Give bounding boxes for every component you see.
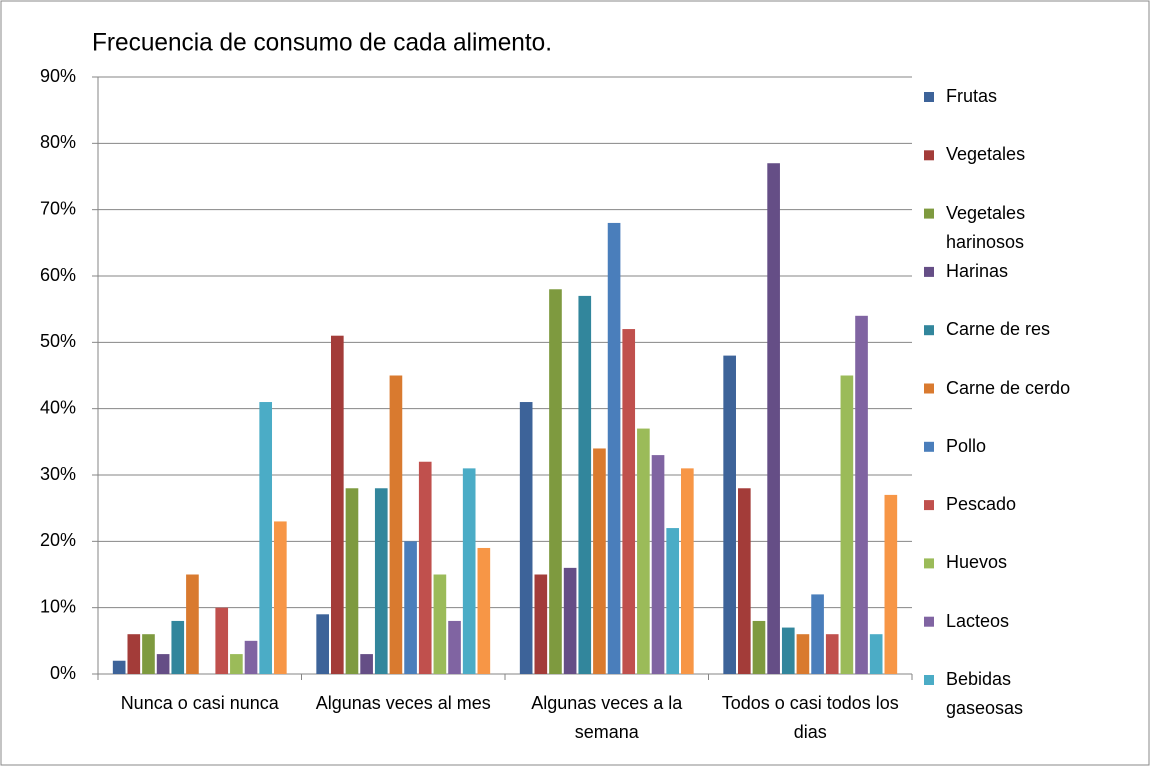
bar: [448, 620, 461, 674]
bar: [374, 488, 388, 674]
legend-label: Frutas: [946, 86, 998, 106]
legend-label: Harinas: [946, 260, 1009, 281]
legend-swatch: [924, 441, 934, 452]
y-tick-label: 30%: [40, 464, 76, 484]
x-tick-label: Todos o casi todos los dias: [721, 693, 899, 742]
legend-label: Carne de cerdo: [946, 377, 1071, 398]
legend-label: Vegetales harinosos: [946, 202, 1026, 252]
x-tick-label: Nunca o casi nunca: [120, 693, 279, 713]
bar: [840, 375, 854, 674]
bar: [404, 541, 417, 674]
legend-label: Pollo: [946, 435, 987, 456]
legend-label: Huevos: [946, 552, 1008, 573]
legend-swatch: [924, 675, 934, 685]
legend-swatch: [924, 92, 934, 102]
x-tick-label: Algunas veces al mes: [315, 693, 491, 713]
y-tick-label: 90%: [40, 66, 76, 86]
bar: [723, 355, 736, 674]
bar: [825, 634, 839, 674]
bar: [767, 163, 780, 674]
legend-swatch: [924, 325, 934, 336]
bar: [752, 620, 766, 674]
y-tick-label: 60%: [40, 265, 76, 285]
legend-label: Bebidas gaseosas: [946, 669, 1024, 718]
legend-label: Lacteos: [946, 610, 1010, 631]
bar: [519, 402, 533, 674]
legend-swatch: [924, 150, 934, 161]
y-tick-label: 40%: [40, 397, 76, 417]
bar: [681, 468, 694, 674]
bar: [651, 455, 665, 674]
bar: [855, 315, 868, 674]
bar: [666, 528, 680, 674]
bar: [418, 461, 432, 674]
bar: [737, 488, 751, 674]
bar: [477, 547, 491, 674]
bar: [244, 640, 258, 674]
bar: [578, 295, 592, 674]
bar: [215, 607, 229, 674]
bar: [593, 448, 606, 674]
legend-swatch: [924, 383, 934, 394]
bar: [389, 375, 403, 674]
bar: [781, 627, 795, 674]
legend-swatch: [924, 500, 934, 511]
bar: [811, 594, 824, 674]
bar: [345, 488, 359, 674]
bar: [796, 634, 810, 674]
bar: [156, 654, 170, 674]
bar: [142, 634, 155, 674]
bar: [171, 620, 185, 674]
bar: [622, 329, 636, 674]
bar: [462, 468, 476, 674]
bar: [869, 634, 883, 674]
bar: [186, 574, 199, 674]
legend-label: Pescado: [946, 494, 1017, 515]
y-tick-label: 70%: [40, 198, 76, 218]
y-tick-label: 80%: [40, 132, 76, 152]
legend-swatch: [924, 266, 934, 277]
legend-label: Carne de res: [946, 319, 1051, 340]
y-tick-label: 20%: [40, 530, 76, 550]
bar: [230, 654, 243, 674]
bar: [274, 521, 287, 674]
bar: [563, 567, 577, 674]
bar: [360, 654, 373, 674]
bar: [534, 574, 548, 674]
bar: [549, 289, 562, 674]
bar: [316, 614, 329, 674]
bar: [433, 574, 447, 674]
legend-label: Vegetales: [946, 144, 1026, 165]
bar: [884, 494, 898, 674]
chart-title: Frecuencia de consumo de cada alimento.: [92, 29, 552, 57]
bar: [127, 634, 141, 674]
bar: [637, 428, 650, 674]
legend-swatch: [924, 558, 934, 569]
y-tick-label: 50%: [40, 331, 76, 351]
y-tick-label: 0%: [50, 663, 76, 683]
legend-swatch: [924, 616, 934, 627]
bar: [112, 660, 126, 674]
y-tick-label: 10%: [40, 596, 76, 616]
legend-swatch: [924, 208, 934, 219]
bar: [330, 335, 344, 674]
x-tick-label: Algunas veces a la semana: [531, 693, 683, 742]
bar: [259, 402, 273, 674]
bar: [607, 222, 621, 674]
